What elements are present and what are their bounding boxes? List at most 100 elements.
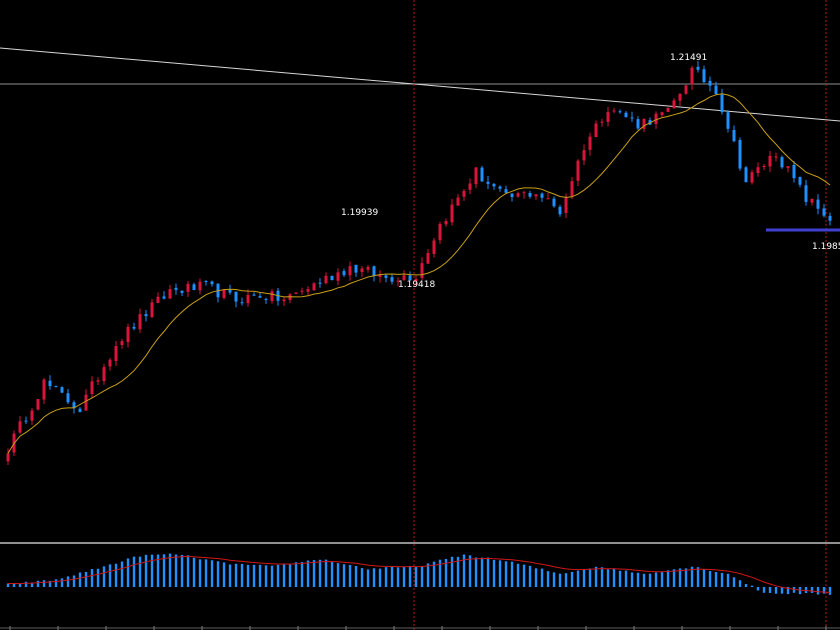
candle-body [654,113,658,124]
price-label-low-1: 1.19418 [398,280,435,290]
candle [426,249,430,265]
candle-body [474,167,478,185]
candle [444,218,448,227]
candle-body [636,119,640,129]
oscillator-bar [378,568,382,587]
oscillator-bar [582,568,586,587]
candle-body [726,112,730,129]
oscillator-bar [450,556,454,587]
candle-body [720,94,724,113]
oscillator-bar [564,573,568,587]
candle [660,111,664,118]
oscillator-bar [96,568,100,587]
oscillator-bar [216,561,220,587]
candle-body [312,283,316,291]
oscillator-bar [444,558,448,587]
candle-body [822,208,826,216]
candle [312,282,316,291]
candle-body [48,380,52,387]
candle-body [54,386,58,388]
oscillator-bar [738,580,742,587]
candle-body [558,206,562,215]
oscillator-bar [384,567,388,587]
oscillator-bar [222,562,226,587]
oscillator-bar [54,579,58,587]
candle-body [408,275,412,281]
candle-body [84,394,88,411]
oscillator-bar [492,559,496,587]
candle-body [708,80,712,86]
oscillator-bar [234,563,238,587]
oscillator-bar [510,561,514,587]
candle-body [696,66,700,70]
candle-body [102,367,106,382]
oscillator-bar [396,567,400,587]
candle-body [60,387,64,393]
candle-body [456,197,460,206]
oscillator-bar [660,572,664,587]
candle-body [318,282,322,284]
candle-body [72,402,76,409]
price-label-support: 1.1985 [812,242,840,252]
candle-body [150,302,154,317]
oscillator-bar [78,572,82,587]
candle [480,165,484,183]
oscillator-bar [714,571,718,587]
candle [816,194,820,215]
candle-body [432,240,436,254]
candle-body [690,67,694,85]
candle [108,357,112,371]
candle [732,125,736,143]
oscillator-bar [324,559,328,587]
candle [708,76,712,92]
candle-body [288,294,292,301]
candle [636,116,640,130]
candle-body [306,289,310,292]
candle-body [522,192,526,194]
oscillator-bar [102,566,106,587]
candle [672,98,676,109]
oscillator-bar [594,566,598,587]
oscillator-bar [204,559,208,587]
oscillator-bar [684,568,688,587]
candle [720,88,724,115]
candle-body [672,100,676,109]
candle [354,264,358,277]
candle-body [810,198,814,203]
candle-body [684,85,688,94]
candle [450,198,454,226]
candle-body [18,421,22,433]
candle [402,270,406,281]
candle [66,388,70,405]
candle [714,81,718,96]
oscillator-bar [168,553,172,587]
oscillator-bar [600,567,604,587]
candle [600,118,604,127]
candle-body [156,296,160,303]
candle-body [666,107,670,112]
candle [288,293,292,304]
oscillator-bar [774,587,778,594]
candle-body [618,111,622,113]
candle-body [180,290,184,293]
candle-body [198,281,202,291]
candle [822,204,826,218]
candle-body [630,117,634,119]
oscillator-bar [162,554,166,587]
oscillator-bar [42,580,46,587]
oscillator-bar [654,572,658,587]
candle [570,177,574,200]
candle [282,297,286,306]
candle [138,308,142,333]
candle [270,288,274,304]
oscillator-bar [552,572,556,587]
candle [30,407,34,425]
candle-body [204,281,208,283]
oscillator-bar [192,557,196,587]
candle [630,111,634,122]
candle [144,309,148,322]
oscillator-bar [750,585,754,587]
